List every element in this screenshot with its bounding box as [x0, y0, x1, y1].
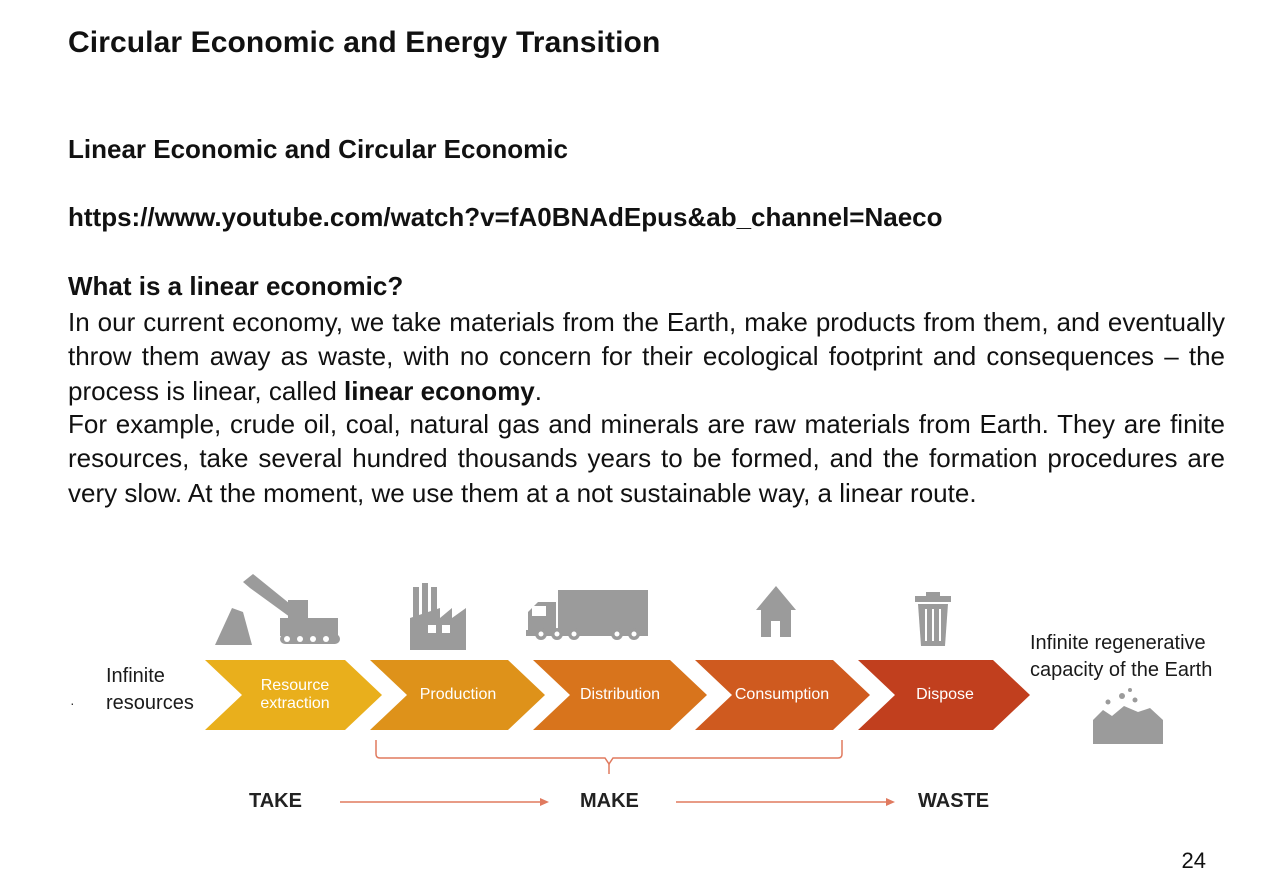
phase-waste-label: WASTE: [918, 790, 990, 812]
regenerative-capacity-line1: Infinite regenerative: [1030, 632, 1206, 654]
take-to-make-arrowhead: [540, 798, 549, 806]
stage-resource-extraction-line1: Resource: [260, 677, 330, 694]
excavator-icon: [215, 574, 340, 645]
regenerative-capacity-line2: capacity of the Earth: [1030, 659, 1213, 681]
stage-production-label: Production: [419, 686, 497, 703]
diagram-graphics: [205, 574, 1163, 806]
section-subheading: Linear Economic and Circular Economic: [68, 134, 568, 164]
stage-resource-extraction-line2: extraction: [260, 695, 330, 712]
make-to-waste-arrowhead: [886, 798, 895, 806]
infinite-resources-line1: Infinite: [106, 665, 165, 687]
truck-icon: [526, 590, 648, 640]
paragraph-tail-text: .: [534, 375, 542, 406]
paragraph-lead-text: In our current economy, we take material…: [68, 307, 1225, 406]
regenerative-capacity-label: Infinite regenerative capacity of the Ea…: [1030, 630, 1212, 684]
trash-can-icon: [915, 592, 951, 646]
linear-economy-emphasis: linear economy: [344, 375, 535, 406]
slide-title: Circular Economic and Energy Transition: [68, 26, 661, 59]
stage-dispose-label: Dispose: [916, 686, 974, 703]
page-number: 24: [1181, 848, 1206, 873]
earth-rubble-icon: [1093, 688, 1163, 744]
stage-consumption-label: Consumption: [734, 686, 830, 703]
make-bracket: [375, 740, 843, 766]
stage-distribution-arrow: [533, 660, 707, 730]
stage-consumption-arrow: [695, 660, 870, 730]
question-heading: What is a linear economic?: [68, 271, 404, 301]
infinite-resources-line2: resources: [106, 692, 194, 714]
paragraph-linear-economy: In our current economy, we take material…: [68, 305, 1225, 408]
phase-make-label: MAKE: [580, 790, 639, 812]
phase-take-label: TAKE: [249, 790, 302, 812]
bullet-dot: ·: [70, 695, 75, 711]
house-icon: [756, 586, 796, 637]
paragraph-example: For example, crude oil, coal, natural ga…: [68, 409, 1225, 508]
stage-resource-extraction-arrow: [205, 660, 382, 730]
stage-dispose-arrow: [858, 660, 1030, 730]
stage-production-arrow: [370, 660, 545, 730]
linear-economy-diagram: Infinite resources · Infinite regenerati…: [0, 560, 1280, 830]
infinite-resources-label: Infinite resources: [106, 663, 194, 717]
youtube-video-link[interactable]: https://www.youtube.com/watch?v=fA0BNAdE…: [68, 202, 943, 232]
stage-resource-extraction-label: Resource extraction: [242, 677, 348, 713]
factory-icon: [410, 583, 466, 650]
stage-distribution-label: Distribution: [579, 686, 661, 703]
